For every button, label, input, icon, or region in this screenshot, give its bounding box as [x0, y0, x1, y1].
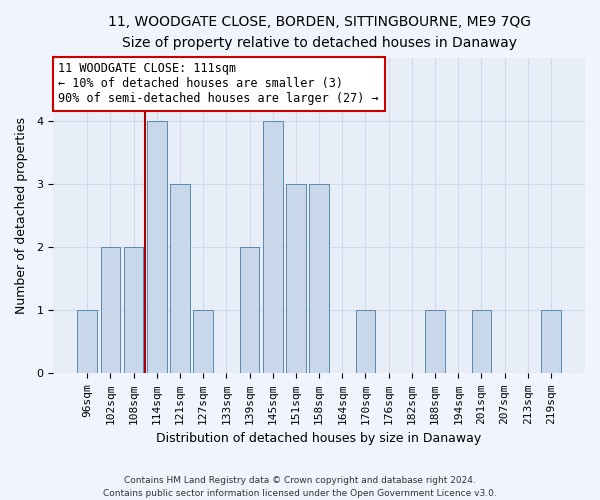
Text: 11 WOODGATE CLOSE: 111sqm
← 10% of detached houses are smaller (3)
90% of semi-d: 11 WOODGATE CLOSE: 111sqm ← 10% of detac… — [58, 62, 379, 106]
X-axis label: Distribution of detached houses by size in Danaway: Distribution of detached houses by size … — [157, 432, 482, 445]
Bar — [101, 247, 120, 374]
Bar — [147, 121, 167, 374]
Title: 11, WOODGATE CLOSE, BORDEN, SITTINGBOURNE, ME9 7QG
Size of property relative to : 11, WOODGATE CLOSE, BORDEN, SITTINGBOURN… — [107, 15, 530, 50]
Bar — [309, 184, 329, 374]
Bar — [541, 310, 561, 374]
Bar — [286, 184, 306, 374]
Text: Contains HM Land Registry data © Crown copyright and database right 2024.
Contai: Contains HM Land Registry data © Crown c… — [103, 476, 497, 498]
Bar — [472, 310, 491, 374]
Bar — [239, 247, 259, 374]
Bar — [170, 184, 190, 374]
Bar — [77, 310, 97, 374]
Bar — [193, 310, 213, 374]
Bar — [425, 310, 445, 374]
Bar — [263, 121, 283, 374]
Bar — [124, 247, 143, 374]
Y-axis label: Number of detached properties: Number of detached properties — [15, 117, 28, 314]
Bar — [356, 310, 376, 374]
